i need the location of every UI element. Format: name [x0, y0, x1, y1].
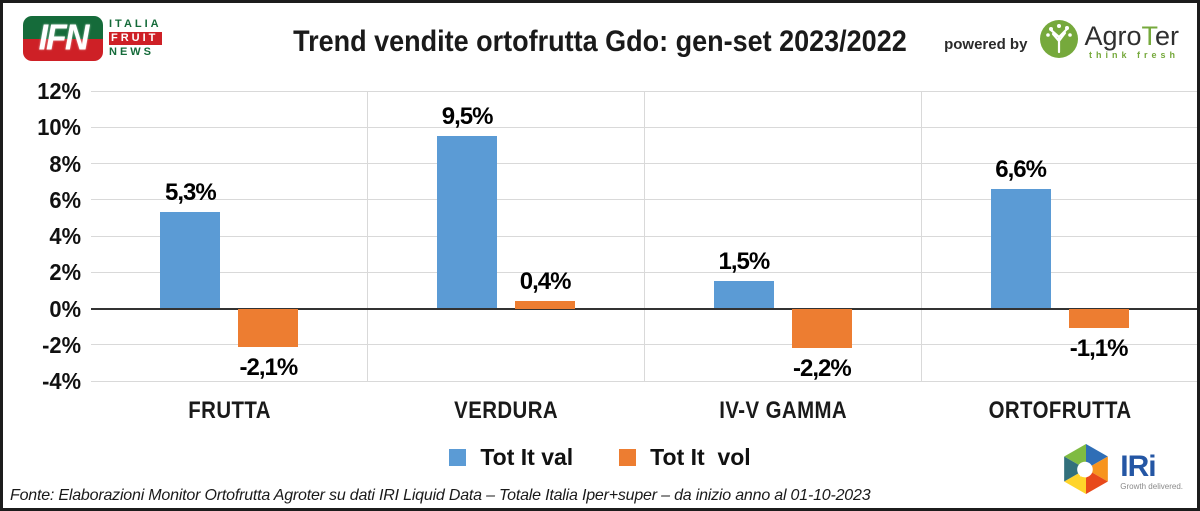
y-axis-tick-label: -2% — [42, 331, 81, 358]
y-axis-tick-label: 0% — [49, 295, 81, 322]
category-label-text: IV-V GAMMA — [718, 397, 847, 424]
category-label-text: FRUTTA — [188, 397, 271, 424]
category-label-verdura: VERDURA — [396, 397, 616, 425]
bar-value-label: 1,5% — [718, 248, 771, 276]
page-title: Trend vendite ortofrutta Gdo: gen-set 20… — [293, 25, 907, 58]
y-axis-tick-label: 6% — [49, 186, 81, 213]
legend-label: Tot It val — [480, 444, 574, 470]
bar-vol-iv-v-gamma — [791, 308, 852, 349]
ifn-logo-green-band — [23, 16, 103, 39]
powered-by-label: powered by — [944, 36, 1028, 53]
category-label-frutta: FRUTTA — [119, 397, 339, 425]
agroter-name: AgroTer — [1084, 21, 1179, 51]
ifn-logo-acronym: IFN — [38, 18, 90, 58]
iri-logo: IRi Growth delivered. — [1060, 443, 1183, 500]
bar-value-label: 9,5% — [441, 103, 494, 131]
agroter-wordmark: AgroTer think fresh — [1084, 23, 1179, 60]
category-label-ortofrutta: ORTOFRUTTA — [950, 397, 1170, 425]
gridline-vertical — [367, 91, 369, 381]
bar-value-label: -1,1% — [1069, 335, 1129, 363]
powered-by-block: powered by AgroTer think fresh — [944, 19, 1179, 64]
category-label-text: VERDURA — [454, 397, 559, 424]
category-label-text: ORTOFRUTTA — [988, 397, 1132, 424]
iri-name: IRi — [1120, 450, 1156, 483]
bar-vol-verdura — [515, 301, 576, 309]
agroter-tree-icon — [1039, 19, 1079, 64]
bar-vol-frutta — [238, 308, 299, 347]
ifn-word-fruit: FRUIT — [109, 32, 162, 45]
bar-value-label: 5,3% — [165, 179, 217, 207]
gridline-vertical — [920, 91, 922, 381]
ifn-word-news: NEWS — [109, 46, 154, 58]
x-axis-zero-line — [91, 307, 1197, 310]
agroter-tagline: think fresh — [1088, 50, 1179, 60]
bar-val-verdura — [437, 136, 498, 309]
bar-vol-ortofrutta — [1068, 308, 1129, 329]
legend-label: Tot It vol — [650, 444, 751, 470]
legend-item-vol: Tot It vol — [619, 444, 751, 471]
bar-value-label: 0,4% — [519, 268, 572, 296]
gridline-vertical — [644, 91, 645, 381]
gridline-vertical — [1198, 91, 1199, 381]
ifn-logo-red-band — [23, 38, 103, 61]
ifn-word-italia: ITALIA — [109, 18, 162, 30]
ifn-logo: IFN ITALIA FRUIT NEWS — [23, 16, 162, 61]
legend-swatch-icon — [619, 449, 637, 466]
y-axis-tick-label: 8% — [49, 150, 81, 177]
bar-val-frutta — [160, 212, 221, 309]
ifn-logo-badge: IFN — [23, 16, 103, 61]
bar-value-label: -2,1% — [239, 353, 299, 381]
ifn-logo-wordmark: ITALIA FRUIT NEWS — [109, 18, 162, 59]
gridline-horizontal — [91, 380, 1197, 382]
y-axis-tick-label: -4% — [42, 368, 81, 394]
y-axis-tick-label: 10% — [37, 114, 81, 141]
bar-value-label: -2,2% — [793, 355, 852, 383]
legend-item-val: Tot It val — [449, 444, 573, 471]
bar-val-iv-v-gamma — [713, 281, 774, 309]
iri-tagline: Growth delivered. — [1120, 482, 1183, 491]
iri-wordmark: IRi Growth delivered. — [1120, 452, 1183, 491]
iri-hexagon-icon — [1060, 443, 1112, 500]
legend-swatch-icon — [449, 449, 467, 466]
bar-chart-plot-area: 12% 10% 8% 6% 4% 2% 0% -2% -4% 5,3% -2,1% FRUTTA 9,5… — [3, 3, 1197, 508]
source-note: Fonte: Elaborazioni Monitor Ortofrutta A… — [10, 487, 871, 504]
y-axis-tick-label: 12% — [37, 78, 81, 104]
bar-value-label: 6,6% — [995, 155, 1047, 183]
chart-legend: Tot It val Tot It vol — [3, 444, 1197, 471]
category-label-iv-v-gamma: IV-V GAMMA — [673, 397, 893, 425]
agroter-logo: AgroTer think fresh — [1039, 19, 1179, 64]
y-axis-tick-label: 2% — [49, 259, 81, 286]
y-axis-tick-label: 4% — [49, 223, 81, 249]
bar-val-ortofrutta — [990, 188, 1051, 309]
